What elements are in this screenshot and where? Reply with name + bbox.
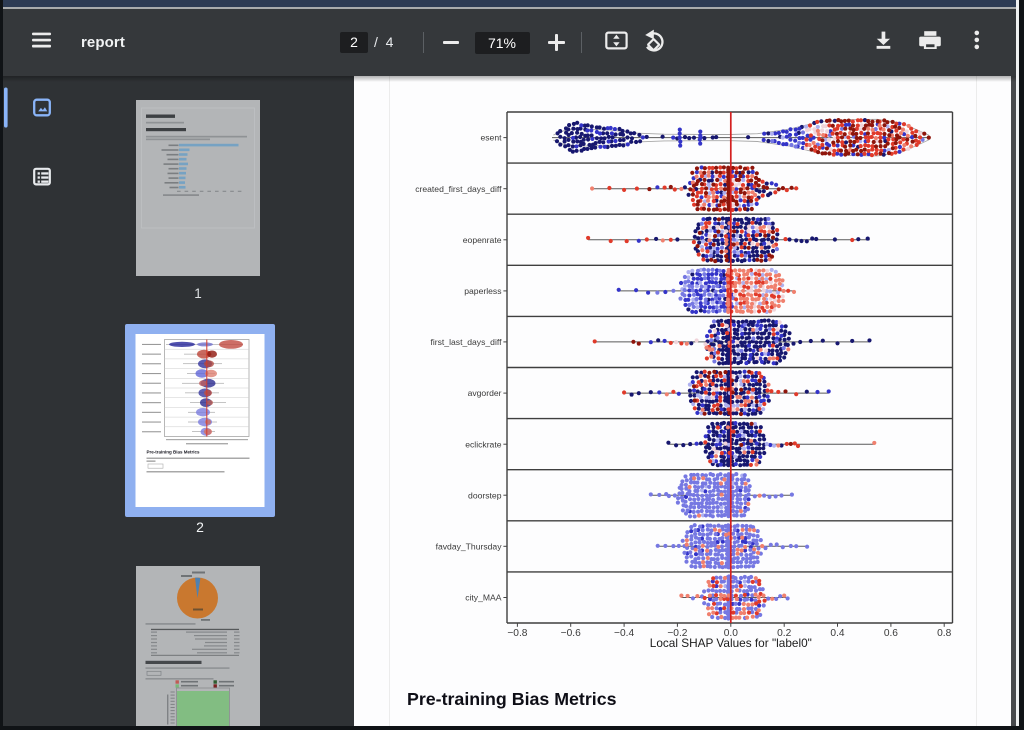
svg-text:esent: esent <box>480 133 502 143</box>
svg-text:favday_Thursday: favday_Thursday <box>436 541 503 551</box>
svg-text:Local SHAP Values for "label0": Local SHAP Values for "label0" <box>650 636 812 650</box>
svg-text:eopenrate: eopenrate <box>463 235 502 245</box>
svg-text:−0.4: −0.4 <box>614 628 634 639</box>
svg-text:avgorder: avgorder <box>468 388 502 398</box>
svg-text:−0.6: −0.6 <box>561 628 581 639</box>
svg-text:created_first_days_diff: created_first_days_diff <box>415 184 502 194</box>
svg-text:eclickrate: eclickrate <box>465 439 502 449</box>
svg-text:Pre-training Bias Metrics: Pre-training Bias Metrics <box>147 450 201 455</box>
svg-text:−0.2: −0.2 <box>667 628 687 639</box>
svg-text:paperless: paperless <box>464 286 501 296</box>
svg-text:doorstep: doorstep <box>468 490 502 500</box>
svg-text:0.0: 0.0 <box>724 628 738 639</box>
svg-text:0.2: 0.2 <box>777 628 791 639</box>
svg-text:−0.8: −0.8 <box>507 628 527 639</box>
svg-text:city_MAA: city_MAA <box>465 593 502 603</box>
svg-text:0.8: 0.8 <box>937 628 951 639</box>
svg-text:0.6: 0.6 <box>884 628 898 639</box>
svg-text:0.4: 0.4 <box>830 628 844 639</box>
svg-text:first_last_days_diff: first_last_days_diff <box>430 337 502 347</box>
